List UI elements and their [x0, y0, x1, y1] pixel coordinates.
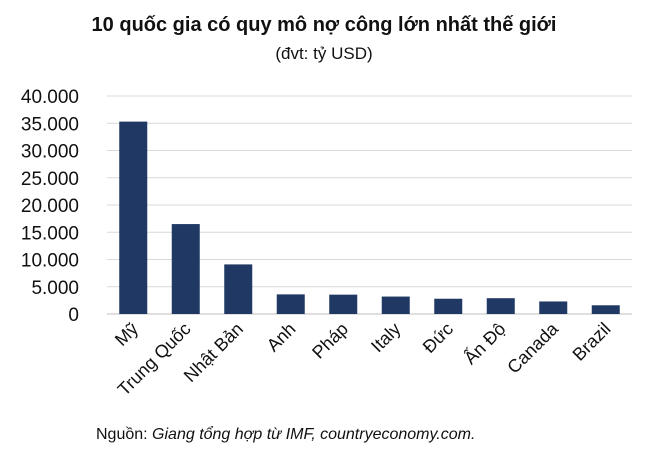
y-tick-label: 0: [68, 305, 79, 326]
x-category-label: Mỹ: [111, 319, 142, 350]
bar: [119, 121, 148, 315]
x-category-label: Pháp: [308, 319, 352, 363]
bars: [119, 121, 620, 315]
bar: [539, 301, 568, 314]
y-tick-label: 30.000: [21, 142, 79, 163]
source-text: Giang tổng hợp từ IMF, countryeconomy.co…: [152, 426, 476, 443]
x-category-label: Đức: [419, 319, 457, 357]
x-category-label: Ấn Độ: [459, 318, 509, 368]
bar: [591, 305, 620, 314]
bar: [171, 224, 200, 314]
bar: [224, 264, 253, 314]
x-category-label: Canada: [503, 318, 562, 377]
y-tick-label: 20.000: [21, 196, 79, 217]
y-tick-label: 25.000: [21, 169, 79, 190]
x-category-label: Italy: [367, 319, 404, 356]
chart-title: 10 quốc gia có quy mô nợ công lớn nhất t…: [91, 14, 557, 36]
y-tick-label: 40.000: [21, 87, 79, 108]
chart-subtitle: (đvt: tỷ USD): [275, 44, 373, 63]
source-prefix: Nguồn:: [96, 426, 153, 443]
x-category-label: Brazil: [569, 319, 615, 365]
bar: [381, 296, 410, 314]
bar: [486, 298, 515, 314]
y-tick-label: 15.000: [21, 223, 79, 244]
y-tick-label: 10.000: [21, 251, 79, 272]
y-tick-label: 5.000: [31, 278, 79, 299]
bar: [434, 298, 463, 314]
x-category-label: Anh: [263, 319, 300, 356]
bar: [329, 294, 358, 314]
y-axis-ticks: 0 5.000 10.000 15.000 20.000 25.000 30.000 35.0…: [21, 87, 79, 326]
bar: [276, 294, 305, 314]
source-note: Nguồn: Giang tổng hợp từ IMF, countryeco…: [96, 426, 475, 444]
y-tick-label: 35.000: [21, 114, 79, 135]
